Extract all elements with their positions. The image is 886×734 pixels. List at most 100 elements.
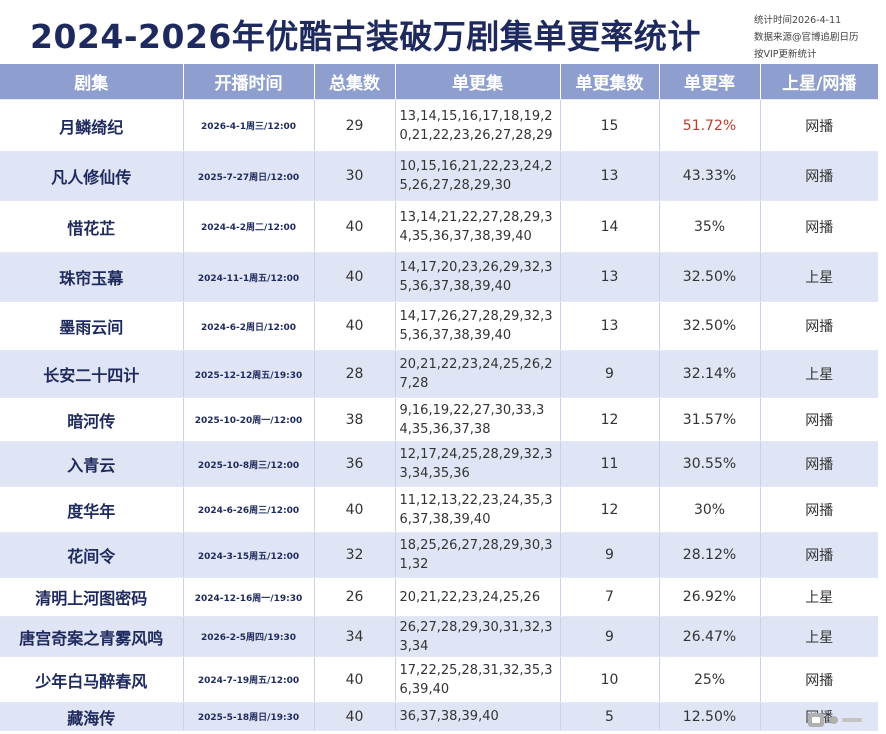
table-body: 月鳞绮纪 2026-4-1周三/12:00 29 13,14,15,16,17,18,… <box>0 99 878 731</box>
premiere-date-cell: 2024-6-26周三/12:00 <box>183 486 315 533</box>
drama-name-cell: 长安二十四计 <box>0 350 184 398</box>
single-count-cell: 15 <box>560 99 660 152</box>
single-rate-cell: 31.57% <box>659 397 761 442</box>
single-count-cell: 7 <box>560 577 660 617</box>
col-header-premiere: 开播时间 <box>183 64 315 100</box>
platform-cell: 网播 <box>760 397 878 442</box>
drama-name-cell: 唐宫奇案之青雾风鸣 <box>0 616 184 657</box>
single-rate-cell: 32.50% <box>659 301 761 351</box>
drama-name-cell: 清明上河图密码 <box>0 577 184 617</box>
drama-name-cell: 藏海传 <box>0 702 184 731</box>
premiere-date-cell: 2025-7-27周日/12:00 <box>183 151 315 201</box>
col-header-total: 总集数 <box>314 64 396 100</box>
single-episodes-cell: 18,25,26,27,28,29,30,31,32 <box>395 532 561 578</box>
premiere-date-cell: 2026-2-5周四/19:30 <box>183 616 315 657</box>
single-rate-cell: 43.33% <box>659 151 761 201</box>
table-row: 惜花芷 2024-4-2周二/12:00 40 13,14,21,22,27,28,2… <box>0 200 878 253</box>
drama-name-cell: 珠帘玉幕 <box>0 252 184 302</box>
platform-cell: 网播 <box>760 486 878 533</box>
platform-cell: 网播 <box>760 532 878 578</box>
single-count-cell: 9 <box>560 532 660 578</box>
single-count-cell: 13 <box>560 151 660 201</box>
total-episodes-cell: 40 <box>314 200 396 253</box>
total-episodes-cell: 40 <box>314 486 396 533</box>
premiere-date-cell: 2024-3-15周五/12:00 <box>183 532 315 578</box>
single-episodes-cell: 12,17,24,25,28,29,32,33,34,35,36 <box>395 441 561 487</box>
platform-cell: 上星 <box>760 350 878 398</box>
table-row: 入青云 2025-10-8周三/12:00 36 12,17,24,25,28,29,… <box>0 441 878 487</box>
single-episodes-cell: 26,27,28,29,30,31,32,33,34 <box>395 616 561 657</box>
premiere-date-cell: 2024-4-2周二/12:00 <box>183 200 315 253</box>
single-count-cell: 12 <box>560 486 660 533</box>
single-episodes-cell: 20,21,22,23,24,25,26 <box>395 577 561 617</box>
table-row: 度华年 2024-6-26周三/12:00 40 11,12,13,22,23,24,… <box>0 486 878 533</box>
single-rate-cell: 12.50% <box>659 702 761 731</box>
note-data-source: 数据来源@官博追剧日历 <box>754 32 859 43</box>
table-row: 唐宫奇案之青雾风鸣 2026-2-5周四/19:30 34 26,27,28,29,3… <box>0 616 878 657</box>
premiere-date-cell: 2025-12-12周五/19:30 <box>183 350 315 398</box>
total-episodes-cell: 32 <box>314 532 396 578</box>
col-header-drama: 剧集 <box>0 64 184 100</box>
col-header-single-eps: 单更集 <box>395 64 561 100</box>
single-episodes-cell: 17,22,25,28,31,32,35,36,39,40 <box>395 656 561 703</box>
single-count-cell: 13 <box>560 252 660 302</box>
drama-name-cell: 花间令 <box>0 532 184 578</box>
note-stat-time: 统计时间2026-4-11 <box>754 15 842 26</box>
drama-name-cell: 度华年 <box>0 486 184 533</box>
table-row: 清明上河图密码 2024-12-16周一/19:30 26 20,21,22,23,2… <box>0 577 878 617</box>
total-episodes-cell: 40 <box>314 702 396 731</box>
single-count-cell: 9 <box>560 350 660 398</box>
table-row: 长安二十四计 2025-12-12周五/19:30 28 20,21,22,23,24… <box>0 350 878 398</box>
note-method: 按VIP更新统计 <box>754 49 817 60</box>
single-rate-cell: 25% <box>659 656 761 703</box>
table-row: 藏海传 2025-5-18周日/19:30 40 36,37,38,39,40 5 12.… <box>0 702 878 731</box>
table-row: 月鳞绮纪 2026-4-1周三/12:00 29 13,14,15,16,17,18,… <box>0 99 878 152</box>
col-header-rate: 单更率 <box>659 64 761 100</box>
platform-cell: 上星 <box>760 616 878 657</box>
drama-name-cell: 凡人修仙传 <box>0 151 184 201</box>
total-episodes-cell: 34 <box>314 616 396 657</box>
table-row: 少年白马醉春风 2024-7-19周五/12:00 40 17,22,25,28,31… <box>0 656 878 703</box>
single-count-cell: 10 <box>560 656 660 703</box>
single-count-cell: 9 <box>560 616 660 657</box>
single-rate-cell: 32.50% <box>659 252 761 302</box>
single-count-cell: 14 <box>560 200 660 253</box>
single-count-cell: 13 <box>560 301 660 351</box>
single-rate-cell: 28.12% <box>659 532 761 578</box>
total-episodes-cell: 28 <box>314 350 396 398</box>
single-rate-cell: 26.47% <box>659 616 761 657</box>
table-row: 暗河传 2025-10-20周一/12:00 38 9,16,19,22,27,30,… <box>0 397 878 442</box>
total-episodes-cell: 40 <box>314 301 396 351</box>
single-count-cell: 5 <box>560 702 660 731</box>
premiere-date-cell: 2025-10-8周三/12:00 <box>183 441 315 487</box>
page-title: 2024-2026年优酷古装破万剧集单更率统计 <box>30 17 701 56</box>
single-episodes-cell: 14,17,26,27,28,29,32,35,36,37,38,39,40 <box>395 301 561 351</box>
premiere-date-cell: 2025-10-20周一/12:00 <box>183 397 315 442</box>
total-episodes-cell: 40 <box>314 656 396 703</box>
platform-cell: 网播 <box>760 656 878 703</box>
table-row: 凡人修仙传 2025-7-27周日/12:00 30 10,15,16,21,22,2… <box>0 151 878 201</box>
drama-name-cell: 墨雨云间 <box>0 301 184 351</box>
single-rate-cell: 30.55% <box>659 441 761 487</box>
platform-cell: 网播 <box>760 151 878 201</box>
single-episodes-cell: 14,17,20,23,26,29,32,35,36,37,38,39,40 <box>395 252 561 302</box>
total-episodes-cell: 26 <box>314 577 396 617</box>
total-episodes-cell: 36 <box>314 441 396 487</box>
drama-name-cell: 月鳞绮纪 <box>0 99 184 152</box>
single-rate-cell: 35% <box>659 200 761 253</box>
premiere-date-cell: 2024-12-16周一/19:30 <box>183 577 315 617</box>
single-count-cell: 11 <box>560 441 660 487</box>
single-episodes-cell: 20,21,22,23,24,25,26,27,28 <box>395 350 561 398</box>
total-episodes-cell: 29 <box>314 99 396 152</box>
watermark-icon <box>808 713 862 727</box>
platform-cell: 上星 <box>760 577 878 617</box>
single-rate-cell: 30% <box>659 486 761 533</box>
premiere-date-cell: 2024-6-2周日/12:00 <box>183 301 315 351</box>
premiere-date-cell: 2024-11-1周五/12:00 <box>183 252 315 302</box>
table-row: 墨雨云间 2024-6-2周日/12:00 40 14,17,26,27,28,29,… <box>0 301 878 351</box>
col-header-platform: 上星/网播 <box>760 64 878 100</box>
single-episodes-cell: 13,14,15,16,17,18,19,20,21,22,23,26,27,2… <box>395 99 561 152</box>
stats-notes: 统计时间2026-4-11 数据来源@官博追剧日历 按VIP更新统计 <box>754 12 859 63</box>
premiere-date-cell: 2024-7-19周五/12:00 <box>183 656 315 703</box>
total-episodes-cell: 30 <box>314 151 396 201</box>
